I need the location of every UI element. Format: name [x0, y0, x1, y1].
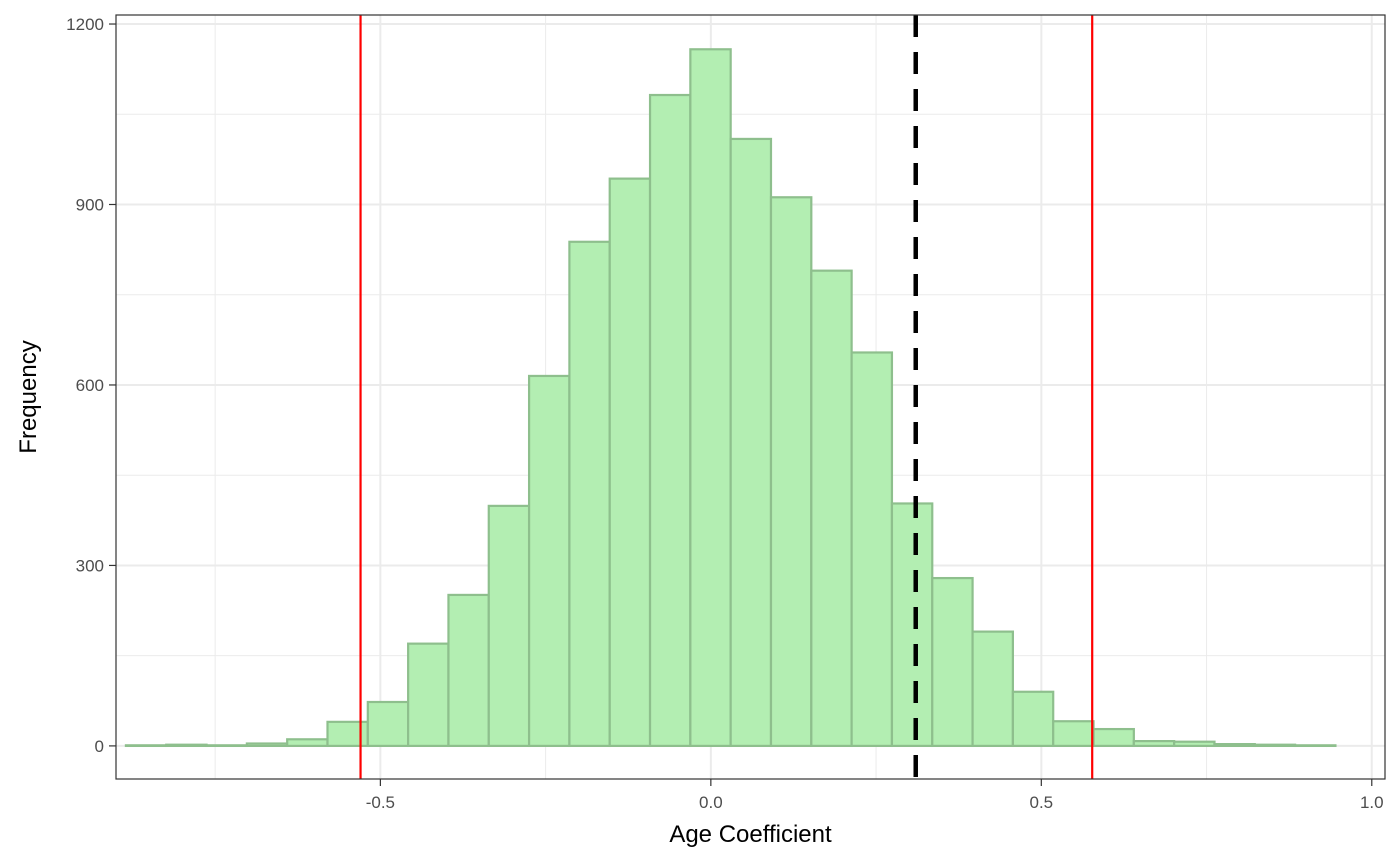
histogram-bar: [205, 744, 248, 748]
histogram-bar: [447, 593, 490, 748]
histogram-bar: [1213, 743, 1256, 748]
histogram-bar: [729, 137, 773, 748]
histogram-bar: [366, 700, 410, 748]
histogram-bar: [850, 351, 894, 748]
histogram-bar: [1011, 690, 1055, 748]
histogram-bar: [124, 744, 168, 748]
histogram-bar: [487, 504, 531, 748]
histogram-bar: [165, 743, 208, 748]
y-axis: 0 300 600 900 1200: [66, 15, 116, 756]
histogram-bar: [1253, 743, 1297, 748]
reference-lines: [359, 15, 1094, 779]
histogram-bar: [810, 269, 853, 748]
x-tick-label: 1.0: [1360, 793, 1384, 812]
histogram-bar: [689, 48, 732, 748]
x-tick-label: 0.5: [1029, 793, 1053, 812]
histogram-bar: [648, 93, 692, 748]
x-axis: -0.5 0.0 0.5 1.0: [366, 779, 1384, 812]
y-tick-label: 900: [76, 195, 104, 214]
histogram-bar: [769, 196, 813, 748]
histogram-bar: [931, 576, 974, 748]
histogram-bar: [245, 742, 289, 748]
y-tick-label: 600: [76, 376, 104, 395]
histogram-bar: [971, 630, 1014, 748]
histogram-bar: [326, 720, 369, 748]
y-axis-title: Frequency: [15, 340, 42, 453]
x-tick-label: -0.5: [366, 793, 395, 812]
histogram-bar: [890, 502, 934, 748]
histogram-bar: [1294, 744, 1337, 748]
histogram-bar: [1173, 740, 1216, 748]
histogram-bar: [407, 642, 450, 748]
y-tick-label: 1200: [66, 15, 104, 34]
x-tick-label: 0.0: [699, 793, 723, 812]
y-tick-label: 300: [76, 556, 104, 575]
histogram-bar: [1052, 720, 1095, 748]
histogram-bar: [568, 240, 611, 748]
histogram-bar: [608, 177, 652, 748]
histogram-bars: [124, 48, 1337, 748]
x-axis-title: Age Coefficient: [669, 821, 832, 848]
panel-border: [115, 14, 1386, 780]
histogram-bar: [286, 738, 329, 748]
histogram-bar: [1092, 727, 1135, 748]
histogram-bar: [527, 374, 571, 748]
histogram-bar: [1132, 740, 1176, 748]
y-tick-label: 0: [95, 737, 104, 756]
